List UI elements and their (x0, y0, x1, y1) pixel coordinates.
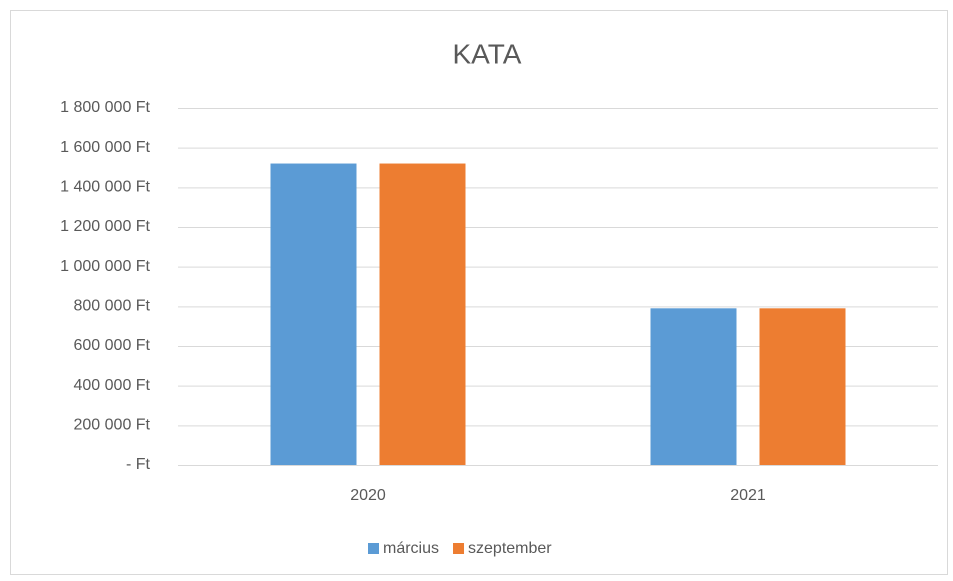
bar (650, 308, 737, 465)
legend-swatch (368, 543, 379, 554)
x-tick-label: 2020 (350, 487, 386, 504)
y-tick-label: 1 800 000 Ft (60, 99, 150, 116)
bar (270, 163, 357, 466)
y-tick-label: 400 000 Ft (74, 377, 151, 394)
y-tick-label: 800 000 Ft (74, 298, 151, 315)
legend-swatch (453, 543, 465, 554)
y-tick-label: 1 600 000 Ft (60, 139, 150, 156)
y-tick-label: 200 000 Ft (74, 417, 151, 434)
y-tick-label: 1 400 000 Ft (60, 179, 150, 196)
bar (759, 308, 846, 465)
chart-title: KATA (453, 38, 522, 69)
bar (379, 163, 466, 466)
y-tick-label: - Ft (126, 456, 151, 473)
legend-label: szeptember (468, 540, 552, 557)
chart-frame (10, 10, 948, 575)
legend-label: március (383, 540, 439, 557)
y-tick-label: 600 000 Ft (74, 337, 151, 354)
y-tick-label: 1 000 000 Ft (60, 258, 150, 275)
y-tick-label: 1 200 000 Ft (60, 218, 150, 235)
x-tick-label: 2021 (730, 487, 766, 504)
